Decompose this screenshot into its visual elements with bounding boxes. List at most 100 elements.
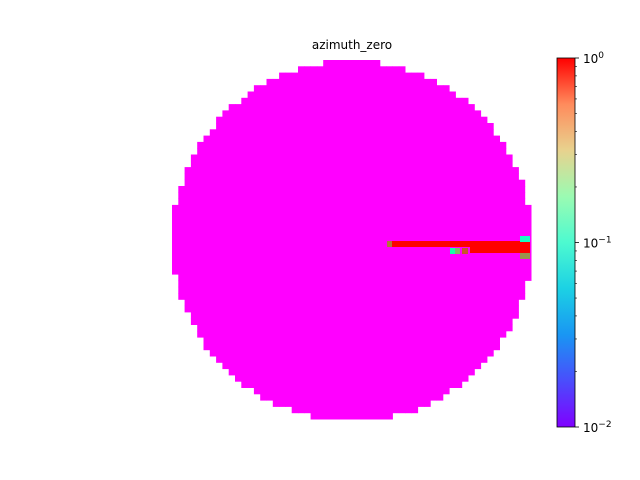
heatmap-cell bbox=[411, 400, 419, 407]
heatmap-cell bbox=[424, 255, 431, 262]
heatmap-cell bbox=[367, 330, 374, 338]
heatmap-cell bbox=[436, 312, 444, 319]
heatmap-cell bbox=[430, 167, 437, 174]
heatmap-cell bbox=[279, 375, 286, 382]
heatmap-cell bbox=[455, 110, 463, 118]
heatmap-cell bbox=[405, 104, 412, 111]
heatmap-cell bbox=[310, 324, 318, 332]
heatmap-cell bbox=[285, 129, 293, 136]
heatmap-cell bbox=[197, 198, 204, 206]
heatmap-cell bbox=[379, 186, 387, 193]
heatmap-cell bbox=[436, 236, 444, 244]
heatmap-cell bbox=[505, 286, 513, 294]
heatmap-cell bbox=[247, 242, 255, 250]
heatmap-cell bbox=[361, 299, 368, 307]
heatmap-cell bbox=[461, 154, 469, 162]
heatmap-cell bbox=[335, 236, 343, 244]
heatmap-cell bbox=[348, 274, 356, 281]
heatmap-cell bbox=[323, 173, 330, 181]
heatmap-cell bbox=[417, 330, 425, 338]
heatmap-cell bbox=[342, 66, 349, 73]
heatmap-cell bbox=[316, 154, 324, 162]
heatmap-cell bbox=[430, 135, 437, 143]
heatmap-cell bbox=[260, 116, 267, 124]
heatmap-cell bbox=[480, 154, 488, 162]
heatmap-cell bbox=[348, 148, 356, 155]
heatmap-cell bbox=[392, 78, 400, 86]
heatmap-cell bbox=[367, 78, 374, 86]
heatmap-cell bbox=[493, 148, 500, 155]
heatmap-cell bbox=[367, 286, 374, 294]
heatmap-cell bbox=[361, 204, 368, 212]
heatmap-cell bbox=[279, 305, 286, 313]
heatmap-cell bbox=[260, 280, 267, 288]
heatmap-cell bbox=[279, 356, 286, 363]
heatmap-cell bbox=[405, 393, 412, 401]
heatmap-cell bbox=[430, 286, 437, 294]
heatmap-cell bbox=[253, 160, 261, 168]
heatmap-cell bbox=[442, 91, 450, 99]
heatmap-cell bbox=[499, 148, 507, 155]
heatmap-cell bbox=[253, 173, 261, 181]
heatmap-cell bbox=[348, 167, 356, 174]
heatmap-cell bbox=[442, 179, 450, 187]
heatmap-cell bbox=[430, 198, 437, 206]
heatmap-cell bbox=[253, 356, 261, 363]
heatmap-cell bbox=[342, 267, 349, 275]
heatmap-cell bbox=[367, 91, 374, 99]
heatmap-cell bbox=[209, 286, 217, 294]
heatmap-cell bbox=[361, 330, 368, 338]
colorbar-tick-label: 10−1 bbox=[583, 236, 612, 251]
heatmap-cell bbox=[241, 274, 248, 281]
heatmap-cell bbox=[424, 78, 431, 86]
heatmap-cell bbox=[228, 141, 236, 149]
heatmap-cell bbox=[518, 274, 526, 281]
heatmap-cell bbox=[405, 312, 412, 319]
heatmap-cell bbox=[266, 312, 274, 319]
heatmap-cell bbox=[316, 362, 324, 370]
heatmap-cell bbox=[474, 173, 482, 181]
heatmap-cell bbox=[316, 337, 324, 344]
heatmap-cell bbox=[405, 249, 412, 256]
heatmap-cell bbox=[449, 255, 456, 262]
heatmap-cell bbox=[417, 154, 425, 162]
heatmap-cell bbox=[342, 412, 349, 420]
heatmap-cell bbox=[266, 343, 274, 351]
heatmap-cell bbox=[260, 230, 267, 237]
heatmap-cell bbox=[361, 318, 368, 325]
heatmap-cell bbox=[228, 179, 236, 187]
heatmap-cell bbox=[335, 375, 343, 382]
heatmap-cell bbox=[361, 104, 368, 111]
heatmap-cell bbox=[354, 173, 362, 181]
heatmap-cell bbox=[417, 236, 425, 244]
heatmap-cell bbox=[316, 198, 324, 206]
heatmap-cell bbox=[260, 91, 267, 99]
heatmap-cell bbox=[279, 192, 286, 199]
heatmap-cell bbox=[184, 242, 192, 250]
heatmap-cell bbox=[222, 211, 230, 218]
heatmap-cell bbox=[304, 186, 311, 193]
heatmap-cell bbox=[449, 123, 456, 130]
heatmap-cell bbox=[203, 160, 211, 168]
heatmap-cell bbox=[468, 230, 475, 237]
heatmap-cell bbox=[304, 223, 311, 231]
heatmap-cell bbox=[247, 192, 255, 199]
heatmap-cell bbox=[279, 72, 286, 80]
heatmap-cell bbox=[505, 267, 513, 275]
heatmap-cell bbox=[329, 230, 337, 237]
heatmap-cell bbox=[379, 72, 387, 80]
heatmap-cell bbox=[386, 154, 393, 162]
heatmap-cell bbox=[260, 135, 267, 143]
heatmap-cell bbox=[316, 255, 324, 262]
heatmap-cell bbox=[518, 230, 526, 237]
heatmap-cell bbox=[373, 267, 381, 275]
heatmap-cell bbox=[342, 148, 349, 155]
heatmap-cell bbox=[298, 330, 305, 338]
heatmap-cell bbox=[323, 198, 330, 206]
heatmap-cell bbox=[505, 204, 513, 212]
heatmap-cell bbox=[247, 318, 255, 325]
heatmap-cell bbox=[361, 198, 368, 206]
heatmap-cell bbox=[436, 179, 444, 187]
heatmap-cell bbox=[260, 204, 267, 212]
heatmap-cell bbox=[316, 312, 324, 319]
